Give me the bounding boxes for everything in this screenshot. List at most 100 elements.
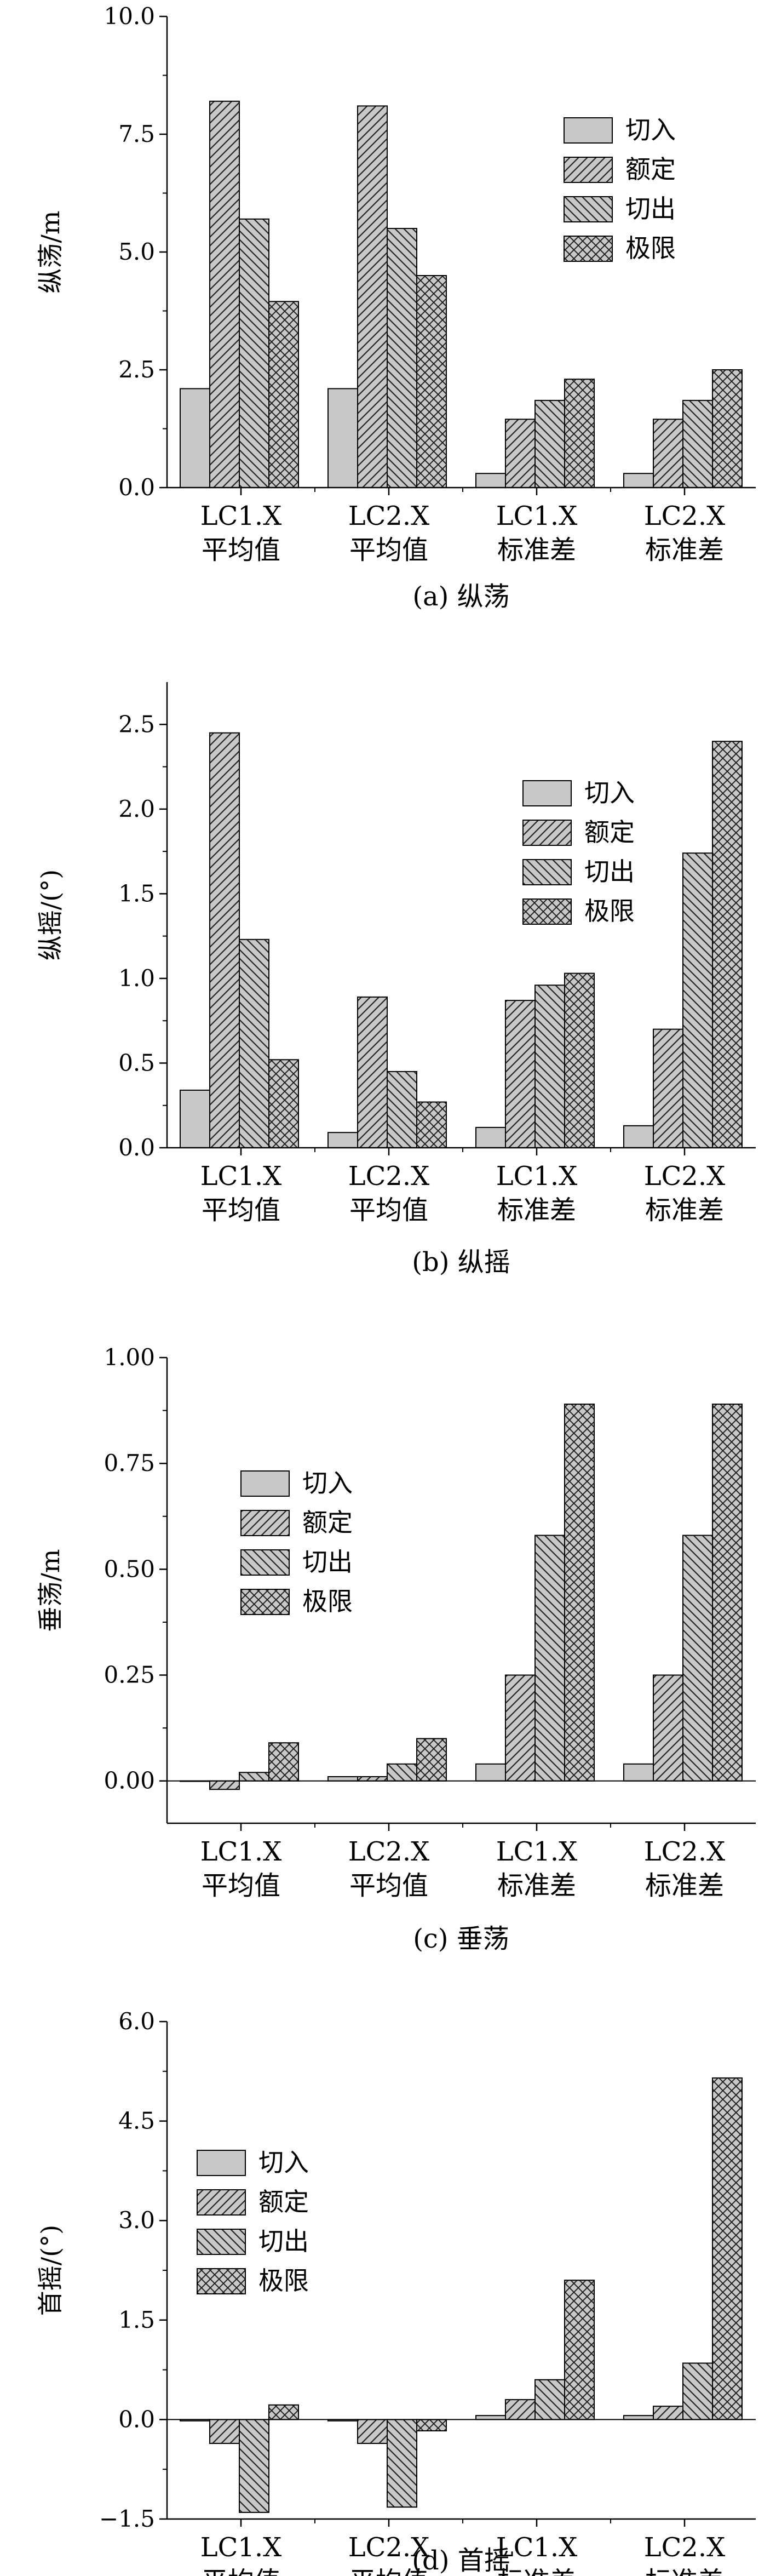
bar-2-1 [209, 732, 240, 1148]
y-tick-label: 1.00 [104, 1344, 155, 1371]
bar-1-3 [475, 1126, 506, 1149]
legend-label-2: 额定 [258, 2187, 309, 2217]
figure-caption: (a) 纵荡 [412, 581, 509, 612]
legend-swatch-3 [522, 859, 572, 885]
y-tick-label: 3.0 [118, 2207, 155, 2234]
legend-swatch-4 [197, 2268, 246, 2294]
legend-swatch-2 [522, 820, 572, 846]
bar-3-3 [534, 399, 565, 489]
bar-3-4 [682, 852, 713, 1148]
y-tick-label: 2.0 [118, 795, 155, 822]
legend-label-2: 额定 [625, 154, 676, 184]
legend-label-4: 极限 [584, 896, 635, 926]
x-tick-label: LC1.X [496, 501, 578, 531]
y-tick-label: 1.0 [118, 965, 155, 992]
x-tick-label: 平均值 [202, 2566, 280, 2576]
bar-4-1 [268, 2404, 299, 2420]
legend-label-3: 切出 [258, 2226, 309, 2256]
y-axis-label: 纵摇/(°) [36, 869, 65, 960]
y-tick-label: 0.75 [104, 1450, 155, 1476]
legend-swatch-4 [522, 898, 572, 925]
legend-label-1: 切入 [625, 115, 676, 145]
x-tick-label: LC1.X [200, 501, 282, 531]
bar-4-2 [416, 1101, 447, 1148]
x-tick-label: 平均值 [202, 535, 280, 565]
bar-3-1 [239, 2419, 269, 2513]
y-tick-label: 0.0 [118, 1134, 155, 1161]
chart-panel-c: 0.000.250.500.751.00LC1.X平均值LC2.X平均值LC1.… [36, 1344, 756, 1954]
bar-1-1 [180, 388, 210, 489]
bar-1-2 [327, 1132, 358, 1149]
x-tick-label: LC2.X [644, 2532, 726, 2563]
x-tick-label: 平均值 [202, 1870, 280, 1901]
bar-4-2 [416, 2419, 447, 2431]
bar-3-2 [387, 1071, 417, 1148]
x-tick-label: 平均值 [349, 2566, 428, 2576]
bar-3-3 [534, 1535, 565, 1782]
chart-panel-a: 0.0 2.5 5.0 7.5 10.0 LC1.X 平均值 LC2.X 平均值 LC1.X 标准差… [36, 3, 756, 612]
y-tick-label: 6.0 [118, 2008, 155, 2035]
legend-swatch-2 [564, 157, 613, 183]
x-tick-label: LC1.X [200, 1161, 282, 1192]
legend-label-3: 切出 [302, 1547, 353, 1577]
x-tick-label: LC2.X [348, 1836, 430, 1867]
y-tick-label: 2.5 [118, 711, 155, 737]
bar-2-4 [653, 1028, 683, 1148]
legend-label-1: 切入 [302, 1468, 353, 1498]
bar-3-4 [682, 399, 713, 489]
y-axis-label: 垂荡/m [36, 1549, 65, 1632]
x-tick-label: 平均值 [202, 1195, 280, 1226]
bar-1-3 [475, 1763, 506, 1782]
bar-4-3 [564, 379, 595, 489]
bar-4-3 [564, 972, 595, 1148]
x-tick-label: LC2.X [348, 501, 430, 531]
x-tick-label: LC1.X [496, 2532, 578, 2563]
legend-swatch-2 [197, 2189, 246, 2216]
x-tick-label: 平均值 [349, 1195, 428, 1226]
bar-4-3 [564, 2280, 595, 2420]
bar-4-2 [416, 1738, 447, 1782]
legend-label-4: 极限 [258, 2266, 309, 2295]
x-tick-label: 标准差 [497, 1870, 576, 1901]
bar-3-1 [239, 218, 269, 488]
bar-2-4 [653, 2406, 683, 2420]
bar-3-1 [239, 1772, 269, 1782]
y-tick-label: 7.5 [118, 121, 155, 147]
legend-label-4: 极限 [302, 1587, 353, 1616]
bar-2-2 [357, 105, 388, 488]
bar-4-1 [268, 1742, 299, 1782]
x-tick-label: LC2.X [644, 1161, 726, 1192]
y-axis-label: 纵荡/m [36, 210, 65, 293]
bar-3-2 [387, 2419, 417, 2508]
bar-2-3 [505, 2399, 536, 2420]
legend-label-1: 切入 [258, 2148, 309, 2177]
y-tick-label: 0.5 [118, 1049, 155, 1076]
x-tick-label: 标准差 [645, 1870, 724, 1901]
y-tick-label: 0.25 [104, 1662, 155, 1688]
x-tick-label: LC1.X [496, 1836, 578, 1867]
legend-swatch-2 [240, 1510, 290, 1536]
y-axis-label: 首摇/(°) [36, 2225, 65, 2316]
bar-4-1 [268, 301, 299, 488]
bar-4-4 [712, 741, 743, 1148]
y-tick-label: 4.5 [118, 2108, 155, 2134]
bar-2-4 [653, 419, 683, 488]
bar-1-2 [327, 1776, 358, 1782]
legend-label-3: 切出 [625, 194, 676, 224]
y-tick-label: 5.0 [118, 238, 155, 265]
bar-3-2 [387, 1763, 417, 1782]
y-tick-label: 0.0 [118, 2406, 155, 2432]
bar-1-1 [180, 1089, 210, 1148]
x-tick-label: LC2.X [348, 2532, 430, 2563]
bar-4-3 [564, 1404, 595, 1782]
y-tick-label: −1.5 [99, 2505, 155, 2532]
bar-1-2 [327, 388, 358, 489]
x-tick-label: 标准差 [645, 2566, 724, 2576]
legend-label-2: 额定 [584, 817, 635, 847]
bar-3-1 [239, 938, 269, 1149]
x-tick-label: 标准差 [497, 535, 576, 565]
legend-swatch-4 [240, 1589, 290, 1615]
bar-1-3 [475, 2415, 506, 2420]
legend-swatch-1 [522, 780, 572, 806]
